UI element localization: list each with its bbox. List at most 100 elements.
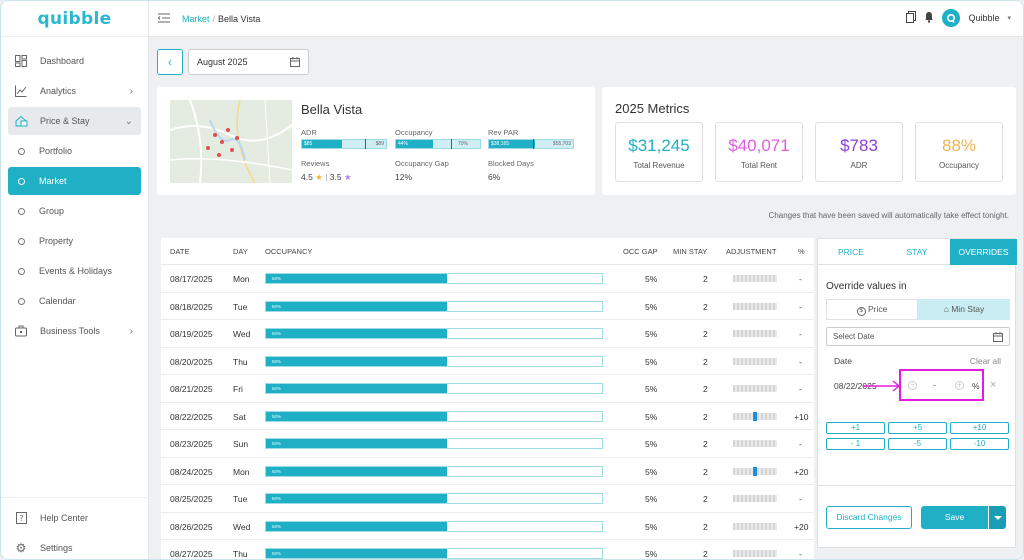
chevron-down-icon[interactable]: ▾	[1007, 15, 1011, 22]
row-adjustment-slider[interactable]	[733, 440, 777, 447]
row-occupancy-label: 50%	[272, 386, 282, 391]
header-date[interactable]: DATE	[170, 247, 190, 256]
sidebar-item-portfolio[interactable]: Portfolio	[8, 137, 141, 165]
menu-toggle-icon[interactable]	[157, 13, 170, 25]
row-occupancy-label: 50%	[272, 413, 282, 419]
bell-icon[interactable]	[924, 11, 934, 25]
row-percent: -	[799, 494, 802, 504]
revpar-bar-right-label: $55,703	[552, 141, 571, 147]
tab-price[interactable]: PRICE	[838, 247, 864, 257]
row-percent: -	[799, 384, 802, 394]
override-price-toggle[interactable]: $ Price	[826, 299, 918, 320]
header-min-stay[interactable]: MIN STAY	[673, 247, 708, 256]
table-row[interactable]: 08/26/2025 Wed 50% 5% 2 +20	[161, 513, 814, 540]
save-button[interactable]: Save	[921, 506, 988, 529]
row-date: 08/21/2025	[170, 384, 213, 394]
price-stay-icon	[14, 114, 28, 128]
avatar[interactable]	[942, 9, 961, 27]
sidebar-item-analytics[interactable]: Analytics ›	[8, 77, 141, 105]
row-min-stay: 2	[703, 439, 708, 449]
table-row[interactable]: 08/21/2025 Fri 50% 5% 2 -	[161, 375, 814, 403]
clear-all-link[interactable]: Clear all	[969, 356, 1001, 366]
stepper-value[interactable]: -	[933, 380, 936, 390]
documents-icon[interactable]	[906, 11, 917, 25]
chevron-right-icon: ›	[129, 85, 133, 97]
header-occ-gap[interactable]: OCC GAP	[623, 247, 658, 256]
row-adjustment-slider[interactable]	[733, 495, 777, 502]
month-picker[interactable]: August 2025	[188, 49, 309, 75]
stepper-minus-button[interactable]: −	[908, 381, 917, 390]
header-day[interactable]: DAY	[233, 247, 248, 256]
highlight-box	[899, 369, 984, 401]
slider-knob[interactable]	[753, 411, 757, 421]
sidebar-item-market[interactable]: Market	[8, 167, 141, 195]
quick-add-10-button[interactable]: +10	[950, 422, 1009, 434]
override-min-stay-label: Min Stay	[951, 304, 985, 314]
sidebar-item-events-holidays[interactable]: Events & Holidays	[8, 257, 141, 285]
header-adjustment[interactable]: ADJUSTMENT	[726, 247, 777, 256]
row-min-stay: 2	[703, 466, 708, 477]
logo[interactable]: quibble	[1, 1, 148, 37]
row-occ-gap: 5%	[645, 356, 658, 367]
metric-value: 88%	[941, 136, 977, 155]
sidebar-item-help-center[interactable]: ? Help Center	[8, 504, 141, 532]
property-map[interactable]	[170, 100, 292, 183]
tab-stay[interactable]: STAY	[906, 247, 928, 257]
breadcrumb-market[interactable]: Market	[182, 13, 210, 24]
metrics-card: 2025 Metrics $31,245 Total Revenue $40,0…	[602, 87, 1016, 195]
row-day: Sun	[233, 439, 249, 449]
sidebar-item-property[interactable]: Property	[8, 227, 141, 255]
previous-month-button[interactable]: ‹	[157, 49, 183, 75]
row-min-stay: 2	[703, 494, 708, 504]
row-occupancy-label: 50%	[272, 358, 282, 364]
stepper-plus-button[interactable]: +	[955, 381, 964, 390]
row-date: 08/27/2025	[170, 549, 213, 559]
quick-add-1-button[interactable]: +1	[826, 422, 885, 434]
row-occ-gap: 5%	[645, 521, 658, 532]
header-occupancy[interactable]: OCCUPANCY	[265, 247, 313, 256]
sidebar-item-dashboard[interactable]: Dashboard	[8, 47, 141, 75]
save-options-dropdown[interactable]	[989, 506, 1006, 529]
sidebar-item-group[interactable]: Group	[8, 197, 141, 225]
sidebar-item-label: Business Tools	[40, 326, 100, 336]
quick-sub-1-button[interactable]: - 1	[826, 438, 885, 450]
table-row[interactable]: 08/27/2025 Thu 50% 5% 2 -	[161, 540, 814, 559]
row-adjustment-slider[interactable]	[733, 357, 777, 365]
row-adjustment-slider[interactable]	[733, 330, 777, 337]
user-name[interactable]: Quibble	[968, 13, 1000, 23]
header-percent[interactable]: %	[798, 247, 805, 256]
quick-add-5-button[interactable]: +5	[888, 422, 947, 434]
metric-label: Total Revenue	[633, 161, 685, 170]
remove-override-icon[interactable]: ×	[990, 379, 997, 391]
metric-occupancy: 88% Occupancy	[915, 122, 1003, 182]
table-row[interactable]: 08/22/2025 Sat 50% 5% 2 +10	[161, 403, 814, 430]
row-adjustment-slider[interactable]	[733, 550, 777, 557]
tab-overrides[interactable]: OVERRIDES	[950, 239, 1017, 265]
table-row[interactable]: 08/18/2025 Tue 50% 5% 2 -	[161, 293, 814, 320]
table-row[interactable]: 08/17/2025 Mon 50% 5% 2 -	[161, 265, 814, 293]
override-min-stay-toggle[interactable]: ⌂ Min Stay	[918, 299, 1010, 320]
table-row[interactable]: 08/24/2025 Mon 50% 5% 2 +20	[161, 458, 814, 485]
sidebar-item-price-stay[interactable]: Price & Stay ⌄	[8, 107, 141, 135]
slider-knob[interactable]	[753, 466, 757, 476]
row-percent: +10	[794, 411, 809, 422]
select-date-input[interactable]: Select Date	[826, 327, 1010, 346]
table-row[interactable]: 08/20/2025 Thu 50% 5% 2 -	[161, 348, 814, 375]
row-adjustment-slider[interactable]	[733, 385, 777, 392]
row-adjustment-slider[interactable]	[733, 302, 777, 310]
discard-changes-button[interactable]: Discard Changes	[826, 506, 912, 529]
table-row[interactable]: 08/23/2025 Sun 50% 5% 2 -	[161, 430, 814, 458]
row-adjustment-slider[interactable]	[733, 466, 777, 476]
row-adjustment-slider[interactable]	[733, 411, 777, 421]
row-adjustment-slider[interactable]	[733, 522, 777, 530]
row-percent: -	[799, 329, 802, 339]
table-row[interactable]: 08/19/2025 Wed 50% 5% 2 -	[161, 320, 814, 348]
quick-sub-10-button[interactable]: -10	[950, 438, 1009, 450]
row-date: 08/24/2025	[170, 466, 213, 477]
row-adjustment-slider[interactable]	[733, 275, 777, 282]
quick-sub-5-button[interactable]: -5	[888, 438, 947, 450]
table-row[interactable]: 08/25/2025 Tue 50% 5% 2 -	[161, 485, 814, 513]
sidebar-item-business-tools[interactable]: Business Tools ›	[8, 317, 141, 345]
sidebar-item-calendar[interactable]: Calendar	[8, 287, 141, 315]
sidebar-item-settings[interactable]: ⚙ Settings	[8, 534, 141, 559]
